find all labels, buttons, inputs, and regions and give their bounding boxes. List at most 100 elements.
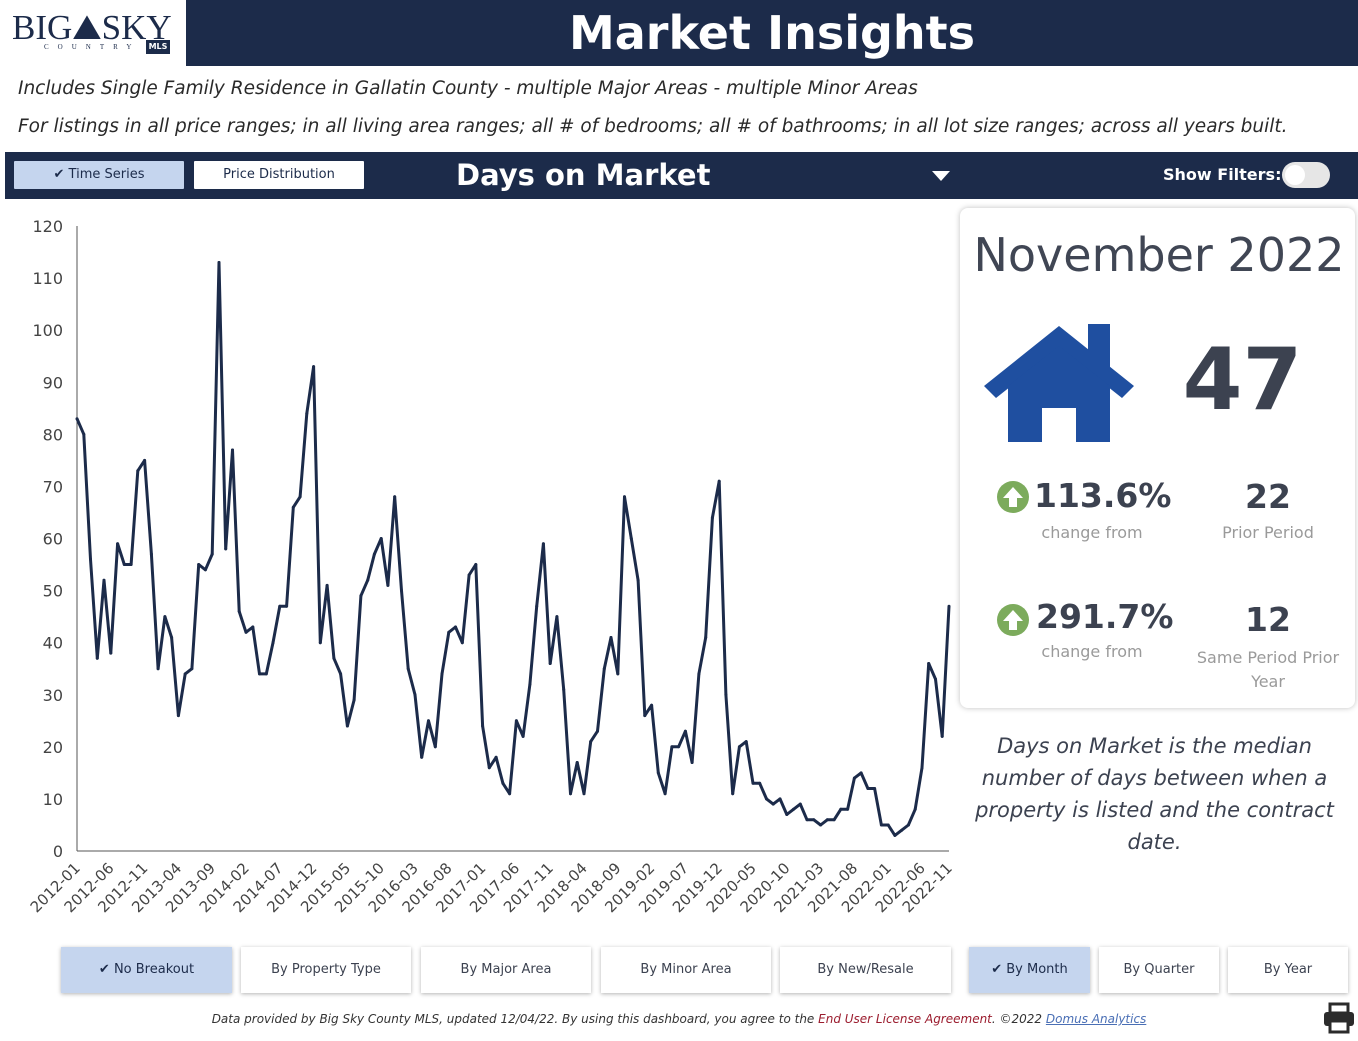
data-point [474, 563, 478, 566]
data-point [170, 636, 174, 639]
data-point [251, 625, 255, 629]
prior-period-label: Prior Period [1222, 523, 1314, 542]
data-point [197, 563, 201, 566]
price-distribution-button[interactable]: Price Distribution [194, 161, 364, 189]
data-point [521, 734, 525, 738]
data-point [650, 703, 654, 707]
data-point [129, 563, 133, 566]
by-quarter-button[interactable]: By Quarter [1099, 947, 1219, 993]
data-point [143, 458, 147, 462]
current-value: 47 [1182, 330, 1303, 430]
data-point [163, 615, 167, 619]
data-point [751, 781, 755, 785]
toggle-knob[interactable] [1285, 165, 1305, 185]
data-point [393, 495, 397, 499]
no-breakout-button[interactable]: ✔ No Breakout [61, 947, 232, 993]
data-point [900, 828, 904, 832]
by-month-button[interactable]: ✔ By Month [969, 947, 1090, 993]
prior-period-value: 22 [1245, 477, 1291, 516]
by-minor-area-button[interactable]: By Minor Area [601, 947, 771, 993]
data-point [366, 578, 370, 582]
eula-link[interactable]: End User License Agreement [818, 1012, 992, 1026]
y-tick-label: 50 [43, 582, 63, 601]
prior-year-value: 12 [1245, 600, 1291, 639]
data-point [785, 813, 789, 816]
days-on-market-chart: 01020304050607080901001101202012-012012-… [27, 217, 956, 916]
data-point [231, 448, 234, 452]
data-point [879, 823, 883, 827]
data-point [427, 719, 430, 723]
y-tick-label: 90 [43, 373, 63, 392]
y-tick-label: 80 [43, 425, 63, 444]
y-tick-label: 120 [32, 217, 63, 236]
data-point [548, 662, 552, 665]
y-tick-label: 70 [43, 477, 63, 496]
data-point [339, 672, 343, 676]
caret-down-icon[interactable] [932, 171, 950, 181]
data-point [697, 672, 701, 676]
data-point [359, 594, 363, 598]
data-point [927, 662, 931, 665]
data-point [332, 656, 336, 660]
by-year-button[interactable]: By Year [1228, 947, 1348, 993]
change-label: change from [1041, 642, 1143, 661]
data-point [873, 787, 877, 790]
data-point [663, 792, 667, 796]
data-point [217, 261, 221, 264]
data-point [467, 573, 471, 577]
filter-description-line2: For listings in all price ranges; in all… [18, 116, 1288, 137]
data-point [190, 667, 194, 671]
show-filters-label: Show Filters: [1163, 165, 1282, 184]
data-point [798, 802, 802, 806]
metric-definition: Days on Market is the median number of d… [975, 734, 1334, 854]
data-point [846, 807, 850, 811]
data-point [731, 792, 735, 796]
data-point [258, 672, 261, 676]
printer-icon[interactable] [1322, 1002, 1356, 1034]
data-point [940, 734, 944, 738]
data-point [934, 677, 937, 681]
by-new-resale-button[interactable]: By New/Resale [780, 947, 951, 993]
domus-analytics-link[interactable]: Domus Analytics [1045, 1012, 1147, 1026]
data-point [596, 729, 599, 733]
data-point [893, 833, 897, 837]
data-point [859, 771, 863, 775]
data-point [440, 672, 444, 676]
data-point [318, 641, 322, 645]
change-label: change from [1041, 523, 1143, 542]
data-point [271, 641, 275, 645]
data-point [494, 755, 498, 759]
y-tick-label: 40 [43, 634, 63, 653]
time-series-button[interactable]: ✔ Time Series [14, 161, 184, 189]
by-major-area-button[interactable]: By Major Area [421, 947, 591, 993]
data-point [541, 542, 545, 546]
data-point [278, 604, 282, 608]
data-point [487, 766, 491, 770]
data-point [291, 505, 295, 509]
footer-copyright: . ©2022 [991, 1012, 1046, 1026]
data-point [454, 625, 457, 629]
data-point [447, 630, 451, 634]
data-point [636, 578, 640, 582]
data-point [176, 714, 180, 718]
data-point [947, 604, 951, 608]
change-pct-prior-period: 113.6% [1034, 476, 1172, 515]
data-point [312, 365, 316, 369]
y-tick-label: 20 [43, 738, 63, 757]
data-point [352, 698, 356, 702]
data-point [677, 745, 681, 749]
data-point [298, 495, 302, 499]
data-point [136, 469, 140, 473]
data-point [710, 516, 714, 520]
data-point [325, 583, 329, 587]
y-tick-label: 30 [43, 686, 63, 705]
by-property-type-button[interactable]: By Property Type [241, 947, 411, 993]
data-point [886, 823, 890, 827]
data-point [156, 667, 160, 671]
data-point [203, 568, 207, 572]
data-point [832, 818, 836, 822]
y-tick-label: 0 [53, 842, 63, 861]
data-point [629, 537, 633, 540]
logo: BIG⛰SKY COUNTRY MLS [0, 0, 186, 66]
metric-selector[interactable]: Days on Market [456, 158, 711, 192]
